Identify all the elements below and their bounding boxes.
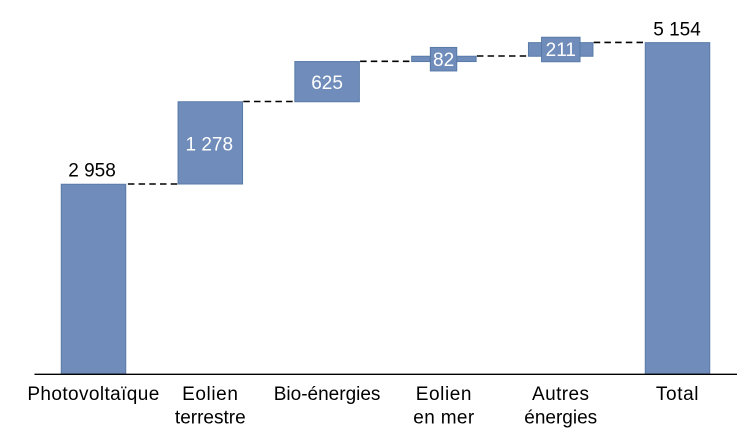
svg-text:Photovoltaïque: Photovoltaïque <box>27 384 159 405</box>
svg-text:Eolien: Eolien <box>182 384 238 405</box>
svg-text:énergies: énergies <box>524 408 597 429</box>
svg-text:1 278: 1 278 <box>186 134 234 155</box>
svg-text:211: 211 <box>546 40 576 61</box>
svg-text:Bio-énergies: Bio-énergies <box>274 384 381 405</box>
svg-text:terrestre: terrestre <box>175 408 246 429</box>
svg-text:Autres: Autres <box>532 384 589 405</box>
svg-text:en mer: en mer <box>413 408 475 429</box>
svg-text:2 958: 2 958 <box>68 160 116 181</box>
svg-text:625: 625 <box>311 73 343 94</box>
svg-text:Total: Total <box>656 384 699 405</box>
svg-text:82: 82 <box>433 50 454 71</box>
svg-text:5 154: 5 154 <box>653 20 701 41</box>
svg-text:Eolien: Eolien <box>416 384 472 405</box>
